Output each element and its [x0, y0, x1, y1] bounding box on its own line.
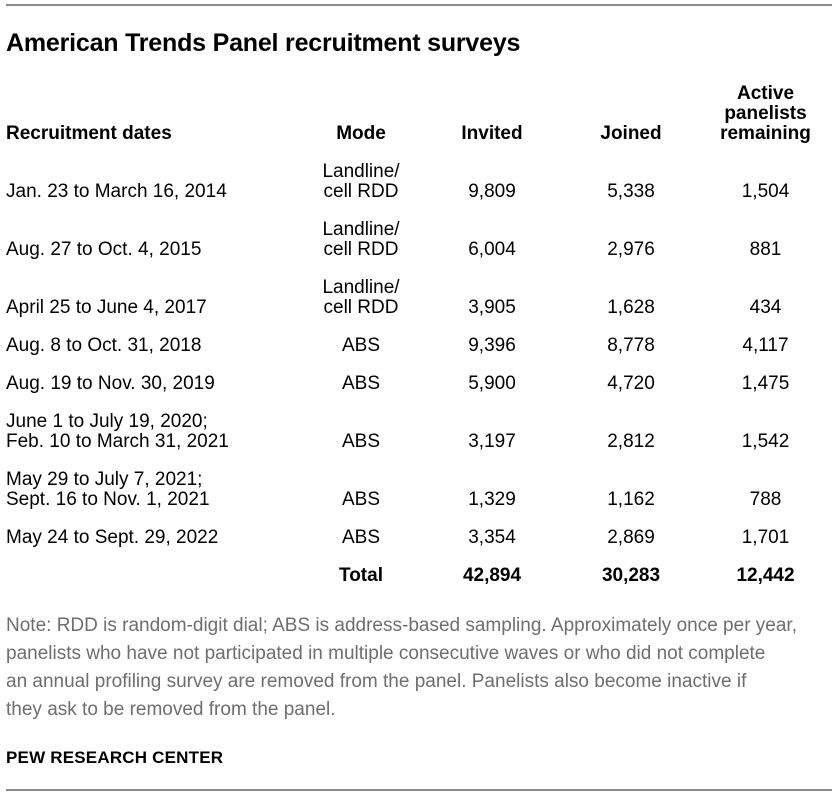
- top-rule: [6, 4, 832, 6]
- cell-mode: ABS: [341, 430, 381, 452]
- cell-recruitment-dates: Aug. 27 to Oct. 4, 2015: [6, 238, 202, 260]
- note-text: Note: RDD is random-digit dial; ABS is a…: [6, 614, 797, 720]
- bottom-rule: [6, 789, 832, 791]
- cell-invited: 9,396: [468, 334, 516, 356]
- cell-joined: 2,976: [607, 238, 655, 260]
- cell-joined: 5,338: [607, 180, 655, 202]
- cell-mode: ABS: [341, 526, 381, 548]
- cell-mode: Landline/ cell RDD: [322, 160, 400, 202]
- cell-recruitment-dates: Aug. 19 to Nov. 30, 2019: [6, 372, 215, 394]
- cell-mode: ABS: [341, 488, 381, 510]
- header-active-remaining: Active panelists remaining: [720, 82, 811, 144]
- table-row: April 25 to June 4, 2017 Landline/ cell …: [6, 260, 832, 318]
- table-row: Aug. 19 to Nov. 30, 2019 ABS 5,900 4,720…: [6, 356, 832, 394]
- cell-active-remaining: 434: [749, 296, 782, 318]
- cell-mode: Landline/ cell RDD: [322, 276, 400, 318]
- cell-invited: 1,329: [468, 488, 516, 510]
- cell-active-remaining: 1,504: [741, 180, 790, 202]
- cell-active-remaining: 4,117: [742, 334, 789, 356]
- cell-joined: 1,628: [607, 296, 655, 318]
- cell-recruitment-dates: May 29 to July 7, 2021; Sept. 16 to Nov.…: [6, 468, 210, 510]
- cell-recruitment-dates: June 1 to July 19, 2020; Feb. 10 to Marc…: [6, 410, 229, 452]
- cell-invited: 3,354: [468, 526, 516, 548]
- table-row: Aug. 8 to Oct. 31, 2018 ABS 9,396 8,778 …: [6, 318, 832, 356]
- total-joined: 30,283: [601, 564, 661, 586]
- cell-invited: 6,004: [468, 238, 516, 260]
- cell-joined: 1,162: [607, 488, 655, 510]
- cell-recruitment-dates: April 25 to June 4, 2017: [6, 296, 207, 318]
- cell-invited: 9,809: [468, 180, 516, 202]
- cell-recruitment-dates: May 24 to Sept. 29, 2022: [6, 526, 219, 548]
- cell-recruitment-dates: Jan. 23 to March 16, 2014: [6, 180, 227, 202]
- cell-invited: 5,900: [468, 372, 516, 394]
- cell-recruitment-dates: Aug. 8 to Oct. 31, 2018: [6, 334, 202, 356]
- cell-active-remaining: 1,542: [741, 430, 790, 452]
- page-title: American Trends Panel recruitment survey…: [6, 29, 521, 57]
- cell-invited: 3,905: [468, 296, 516, 318]
- cell-joined: 2,869: [607, 526, 655, 548]
- cell-active-remaining: 1,475: [741, 372, 790, 394]
- total-label: Total: [339, 564, 383, 586]
- header-recruitment-dates: Recruitment dates: [6, 122, 172, 144]
- cell-mode: ABS: [341, 334, 381, 356]
- total-invited: 42,894: [462, 564, 522, 586]
- source-label: PEW RESEARCH CENTER: [6, 747, 224, 767]
- recruitment-table: Recruitment dates Mode Invited Joined Ac…: [6, 70, 832, 586]
- table-row: May 24 to Sept. 29, 2022 ABS 3,354 2,869…: [6, 510, 832, 548]
- total-active-remaining: 12,442: [736, 564, 795, 586]
- table-row: May 29 to July 7, 2021; Sept. 16 to Nov.…: [6, 452, 832, 510]
- header-invited: Invited: [461, 122, 523, 144]
- header-row: Recruitment dates Mode Invited Joined Ac…: [6, 70, 832, 144]
- table-row: June 1 to July 19, 2020; Feb. 10 to Marc…: [6, 394, 832, 452]
- cell-active-remaining: 881: [749, 238, 782, 260]
- table-row: Aug. 27 to Oct. 4, 2015 Landline/ cell R…: [6, 202, 832, 260]
- header-joined: Joined: [600, 122, 662, 144]
- table-row: Jan. 23 to March 16, 2014 Landline/ cell…: [6, 144, 832, 202]
- header-mode: Mode: [336, 122, 386, 144]
- cell-joined: 2,812: [607, 430, 655, 452]
- cell-active-remaining: 1,701: [741, 526, 790, 548]
- cell-recruitment-dates: [6, 548, 301, 586]
- cell-active-remaining: 788: [749, 488, 782, 510]
- cell-joined: 8,778: [607, 334, 655, 356]
- cell-mode: Landline/ cell RDD: [322, 218, 400, 260]
- cell-invited: 3,197: [468, 430, 516, 452]
- total-row: Total 42,894 30,283 12,442: [6, 548, 832, 586]
- cell-mode: ABS: [341, 372, 381, 394]
- cell-joined: 4,720: [607, 372, 655, 394]
